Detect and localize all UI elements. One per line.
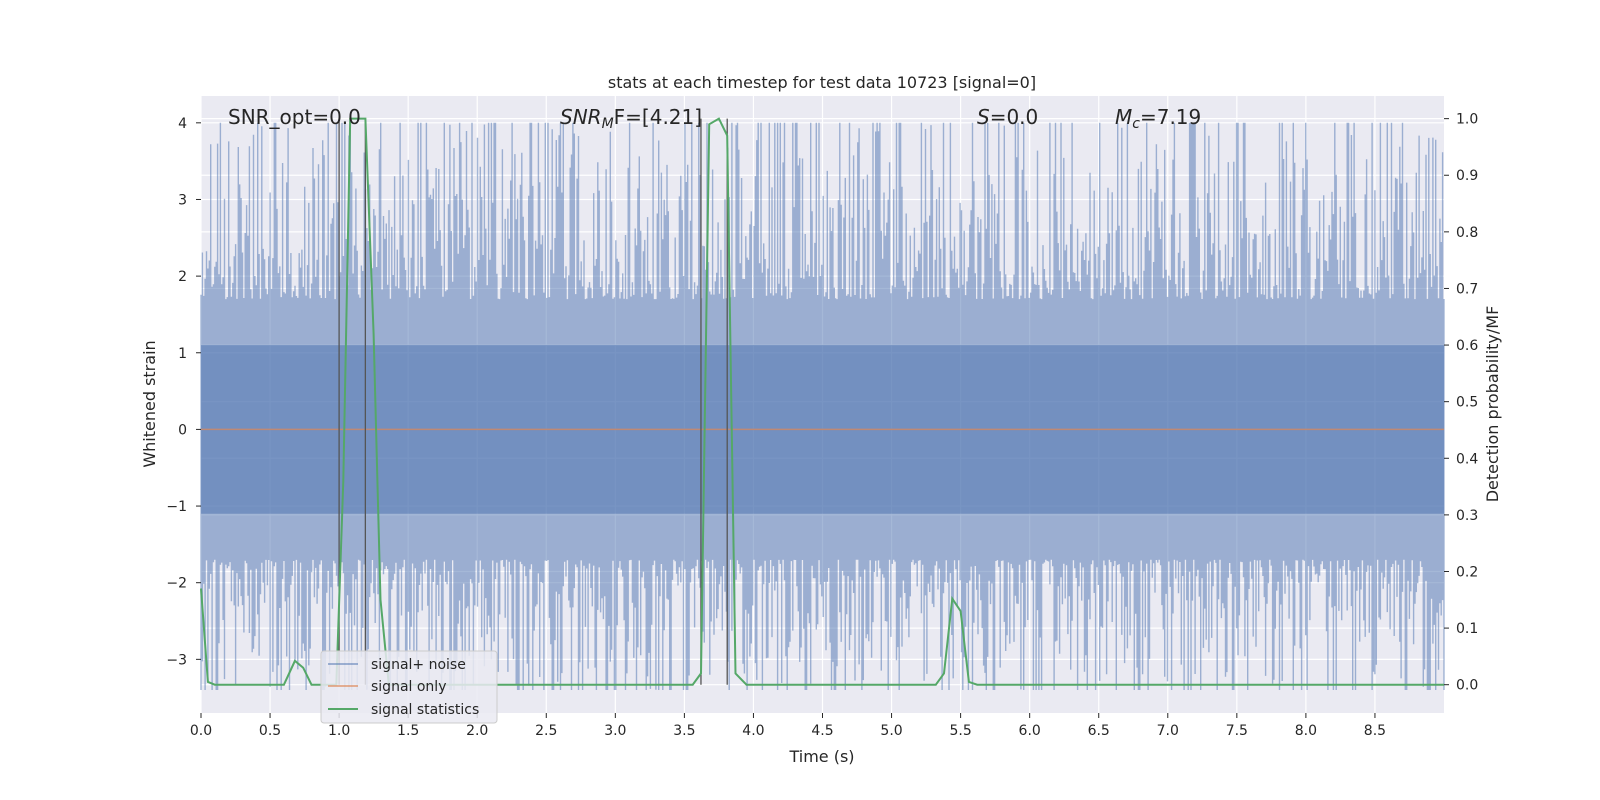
y2-tick-label-10: 1.0 [1456, 112, 1478, 128]
legend-box [320, 650, 498, 724]
annotation-s-main: S [977, 105, 990, 129]
x-tick-label-3: 1.5 [397, 723, 419, 739]
y2-tick-label-8: 0.8 [1456, 225, 1478, 241]
y-axis-label: Whitened strain [140, 340, 159, 467]
annotation-snr-mf-main: SNR [560, 105, 602, 129]
x-tick-label-14: 7.0 [1157, 723, 1179, 739]
y2-axis-label: Detection probability/MF [1483, 306, 1502, 503]
y2-tick-label-6: 0.6 [1456, 338, 1478, 354]
x-tick-label-1: 0.5 [259, 723, 281, 739]
y2-tick-label-1: 0.1 [1456, 621, 1478, 637]
y-tick-label-2: −1 [166, 499, 187, 515]
y-tick-label-3: 0 [178, 422, 187, 438]
x-tick-label-17: 8.5 [1364, 723, 1386, 739]
annotation-mc-sub: c [1132, 116, 1140, 132]
y2-tick-label-5: 0.5 [1456, 395, 1478, 411]
y2-tick-label-2: 0.2 [1456, 564, 1478, 580]
x-axis-label: Time (s) [788, 747, 854, 766]
x-tick-label-0: 0.0 [190, 723, 212, 739]
y2-tick-label-9: 0.9 [1456, 168, 1478, 184]
y2-tick-label-7: 0.7 [1456, 281, 1478, 297]
x-tick-label-12: 6.0 [1019, 723, 1041, 739]
legend-label-signal-statistics: signal statistics [371, 702, 479, 718]
y-tick-label-4: 1 [178, 346, 187, 362]
x-tick-label-10: 5.0 [880, 723, 902, 739]
x-tick-label-6: 3.0 [604, 723, 626, 739]
annotation-snr-mf-sub: M [602, 116, 614, 132]
y2-tick-label-0: 0.0 [1456, 678, 1478, 694]
y-tick-label-1: −2 [166, 576, 187, 592]
x-tick-label-5: 2.5 [535, 723, 557, 739]
y-tick-label-5: 2 [178, 269, 187, 285]
y2-ticks: 0.0 0.1 0.2 0.3 0.4 0.5 0.6 0.7 0.8 0.9 1.0 [1444, 112, 1478, 694]
y2-tick-label-3: 0.3 [1456, 508, 1478, 524]
legend-label-signal-noise: signal+ noise [371, 657, 466, 673]
y2-tick-label-4: 0.4 [1456, 451, 1478, 467]
annotation-snr-opt: SNR_opt=0.0 [228, 105, 361, 129]
annotation-snr-mf-rest: F=[4.21] [614, 105, 702, 129]
annotation-s-rest: =0.0 [990, 105, 1039, 129]
y-tick-label-7: 4 [178, 116, 187, 132]
x-tick-label-16: 8.0 [1295, 723, 1317, 739]
x-tick-label-4: 2.0 [466, 723, 488, 739]
annotation-mc-rest: =7.19 [1140, 105, 1201, 129]
x-tick-label-9: 4.5 [811, 723, 833, 739]
chart-title: stats at each timestep for test data 107… [608, 73, 1036, 92]
x-tick-label-11: 5.5 [949, 723, 971, 739]
annotation-snr-mf: SNRMF=[4.21] [560, 105, 702, 132]
annotation-mc-main: M [1115, 105, 1132, 129]
legend: signal+ noise signal only signal statist… [320, 650, 498, 724]
annotation-mc: Mc=7.19 [1115, 105, 1201, 132]
x-tick-label-2: 1.0 [328, 723, 350, 739]
y-tick-label-6: 3 [178, 192, 187, 208]
x-tick-label-15: 7.5 [1226, 723, 1248, 739]
y-tick-label-0: −3 [166, 652, 187, 668]
x-tick-label-13: 6.5 [1088, 723, 1110, 739]
y-ticks: −3 −2 −1 0 1 2 3 4 [166, 116, 201, 668]
x-tick-label-7: 3.5 [673, 723, 695, 739]
legend-label-signal-only: signal only [371, 679, 446, 695]
x-ticks: 0.0 0.5 1.0 1.5 2.0 2.5 3.0 3.5 4.0 4.5 5.0 5.5 6.0 6… [190, 713, 1386, 739]
x-tick-label-8: 4.0 [742, 723, 764, 739]
annotation-s: S=0.0 [977, 105, 1038, 129]
